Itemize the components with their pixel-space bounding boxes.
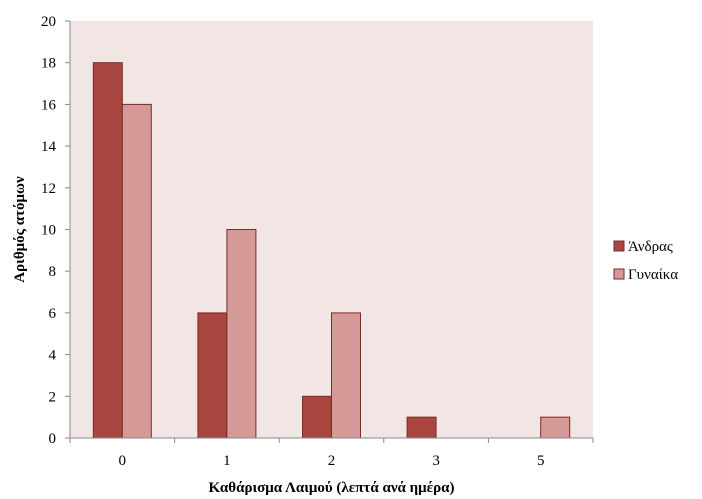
- bar-series2-5: [540, 416, 571, 439]
- y-tick-label: 18: [41, 56, 56, 72]
- x-ticks-group: 0 1 2 3 5: [69, 438, 594, 469]
- legend-label-2: Γυναίκα: [628, 267, 678, 283]
- bar-series1-2: [302, 395, 332, 439]
- y-tick-label: 10: [41, 223, 56, 239]
- x-tick-label: 2: [328, 453, 336, 469]
- x-tick-label: 5: [537, 453, 545, 469]
- y-axis-title: Αριθμός ατόμων: [12, 176, 28, 283]
- bar-series2-2: [331, 312, 361, 439]
- x-tick-label: 1: [223, 453, 231, 469]
- legend-swatch-1: [613, 240, 625, 252]
- y-tick-label: 16: [41, 97, 57, 113]
- y-tick-label: 4: [49, 348, 57, 364]
- y-tick-label: 14: [41, 139, 57, 155]
- legend-label-1: Άνδρας: [628, 239, 673, 255]
- y-tick-label: 0: [49, 431, 57, 447]
- x-tick-label: 3: [432, 453, 440, 469]
- bar-series2-1: [226, 229, 257, 439]
- bars-group: [92, 62, 571, 439]
- y-tick-label: 2: [49, 389, 57, 405]
- y-tick-label: 6: [49, 306, 57, 322]
- y-tick-label: 20: [41, 14, 56, 30]
- x-tick-label: 0: [119, 453, 127, 469]
- bar-series2-0: [121, 103, 152, 439]
- legend-swatch-2: [613, 268, 625, 280]
- y-tick-label: 8: [49, 264, 57, 280]
- y-ticks-group: 0 2 4 6 8 10 12 14 16 18 20: [41, 14, 70, 447]
- bar-series1-0: [92, 62, 123, 439]
- bar-series1-3: [406, 416, 437, 439]
- bar-series1-1: [197, 312, 228, 439]
- x-axis-title: Καθάρισμα Λαιμού (λεπτά ανά ημέρα): [209, 480, 455, 496]
- legend: Άνδρας Γυναίκα: [613, 239, 678, 283]
- y-tick-label: 12: [41, 181, 56, 197]
